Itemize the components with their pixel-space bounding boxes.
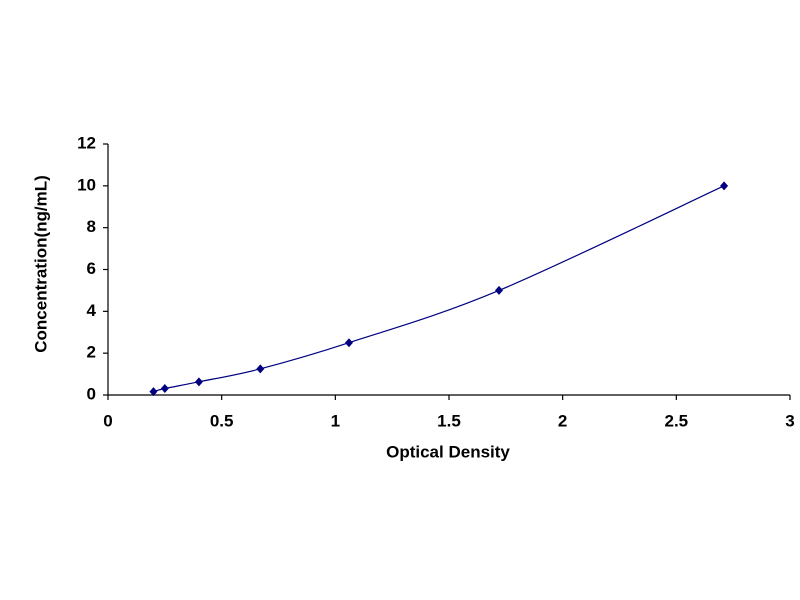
y-axis-label: Concentration(ng/mL) (31, 175, 50, 353)
y-tick-label: 10 (77, 175, 96, 194)
point (495, 285, 504, 295)
point (720, 181, 729, 191)
x-tick-label: 1.5 (437, 411, 461, 430)
y-tick-label: 6 (87, 259, 96, 278)
point (256, 364, 265, 374)
x-tick-label: 3 (785, 411, 794, 430)
y-tick-label: 0 (87, 384, 96, 403)
point (344, 338, 353, 348)
point (160, 384, 169, 394)
x-tick-label: 0.5 (210, 411, 234, 430)
x-tick-label: 2.5 (665, 411, 689, 430)
y-tick-label: 8 (87, 217, 96, 236)
curve (153, 185, 725, 393)
x-tick-label: 1 (331, 411, 340, 430)
point (194, 377, 203, 387)
x-axis-label: Optical Density (386, 442, 510, 461)
y-tick-label: 2 (87, 343, 96, 362)
point (149, 387, 158, 397)
y-tick-label: 4 (87, 301, 97, 320)
x-tick-label: 2 (558, 411, 567, 430)
x-tick-label: 0 (103, 411, 112, 430)
y-tick-label: 12 (77, 133, 96, 152)
